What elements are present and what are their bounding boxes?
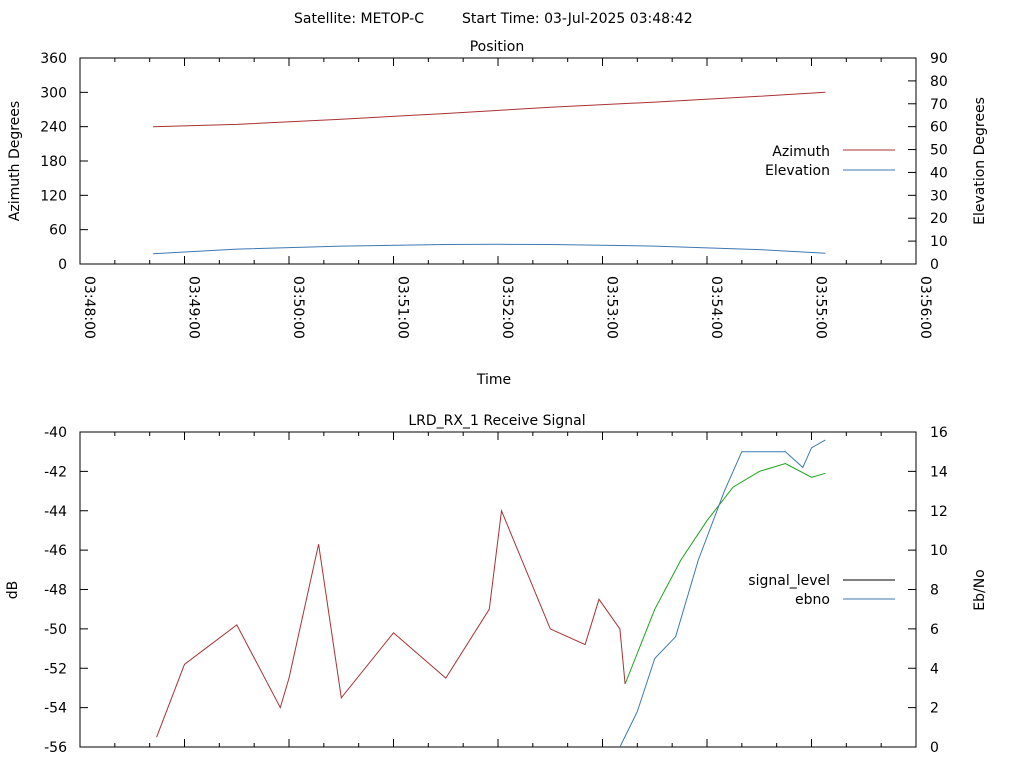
signal-level-line (156, 508, 626, 738)
y2-tick-label: 70 (930, 97, 948, 113)
y2-tick-label: 12 (930, 504, 948, 520)
y2-tick-label: 0 (930, 740, 939, 756)
y-tick-label: 240 (40, 120, 67, 136)
position-x-label: Time (476, 372, 511, 388)
y-tick-label: -52 (44, 661, 67, 677)
position-y-axis: 0 60 120 180 240 300 360 (40, 51, 88, 273)
y-tick-label: -48 (44, 583, 67, 599)
y-tick-label: 0 (58, 257, 67, 273)
y2-tick-label: 40 (930, 165, 948, 181)
position-series (153, 91, 826, 255)
y-tick-label: 60 (49, 223, 67, 239)
x-tick-label: 03:49:00 (186, 276, 202, 339)
x-tick-label: 03:56:00 (917, 276, 933, 339)
y2-tick-label: 4 (930, 661, 939, 677)
y2-tick-label: 8 (930, 583, 939, 599)
x-tick-label: 03:54:00 (708, 276, 724, 339)
y-tick-label: -56 (44, 740, 67, 756)
x-tick-label: 03:53:00 (604, 276, 620, 339)
signal-title: LRD_RX_1 Receive Signal (408, 413, 585, 429)
y2-tick-label: 0 (930, 257, 939, 273)
azimuth-line (153, 91, 826, 128)
signal-plot-frame (79, 431, 917, 748)
position-y2-label: Elevation Degrees (972, 97, 988, 225)
y2-tick-label: 2 (930, 701, 939, 717)
position-chart: Position 0 60 120 180 240 300 360 0 10 20 30 40 50 6… (7, 39, 988, 388)
y2-tick-label: 20 (930, 211, 948, 227)
satellite-label: Satellite: METOP-C (294, 11, 424, 27)
y-tick-label: -44 (44, 504, 67, 520)
legend-ebno-label: ebno (795, 592, 830, 608)
y2-tick-label: 80 (930, 74, 948, 90)
y2-tick-label: 14 (930, 464, 948, 480)
signal-level-lock-line (624, 462, 826, 685)
x-tick-label: 03:55:00 (813, 276, 829, 339)
y2-tick-label: 10 (930, 543, 948, 559)
y2-tick-label: 16 (930, 425, 948, 441)
legend-signal-level-label: signal_level (748, 573, 830, 589)
y-tick-label: 360 (40, 51, 67, 67)
signal-legend: signal_level ebno (748, 573, 895, 608)
signal-y2-label: Eb/No (972, 569, 988, 611)
position-y2-axis: 0 10 20 30 40 50 60 70 80 90 (908, 51, 948, 273)
y2-tick-label: 90 (930, 51, 948, 67)
legend-elevation-label: Elevation (765, 163, 830, 179)
x-tick-label: 03:52:00 (499, 276, 515, 339)
y-tick-label: -50 (44, 622, 67, 638)
y-tick-label: -54 (44, 701, 67, 717)
y2-tick-label: 30 (930, 188, 948, 204)
y-tick-label: -42 (44, 464, 67, 480)
position-y-label: Azimuth Degrees (7, 101, 23, 221)
x-tick-label: 03:48:00 (81, 276, 97, 339)
x-tick-label: 03:50:00 (290, 276, 306, 339)
signal-y-axis: -56 -54 -52 -50 -48 -46 -44 -42 -40 (44, 425, 88, 756)
signal-y-label: dB (5, 581, 21, 600)
elevation-line (153, 243, 826, 255)
x-tick-label: 03:51:00 (395, 276, 411, 339)
y-tick-label: 180 (40, 154, 67, 170)
y2-tick-label: 50 (930, 143, 948, 159)
signal-series (156, 439, 826, 748)
ebno-line (619, 439, 826, 748)
y-tick-label: 300 (40, 85, 67, 101)
position-title: Position (470, 39, 525, 55)
legend-azimuth-label: Azimuth (772, 144, 830, 160)
y2-tick-label: 10 (930, 234, 948, 250)
y2-tick-label: 60 (930, 120, 948, 136)
y-tick-label: -46 (44, 543, 67, 559)
y-tick-label: -40 (44, 425, 67, 441)
y-tick-label: 120 (40, 188, 67, 204)
y2-tick-label: 6 (930, 622, 939, 638)
signal-chart: LRD_RX_1 Receive Signal -56-54-52-50-48-… (5, 413, 988, 756)
signal-y2-axis: 0 2 4 6 8 10 12 14 16 (908, 425, 948, 756)
position-x-axis: 03:48:00 03:49:00 03:50:00 03:51:00 03:52:00… (79, 58, 933, 339)
position-plot-frame (79, 57, 917, 265)
start-time-label: Start Time: 03-Jul-2025 03:48:42 (462, 11, 693, 27)
position-legend: Azimuth Elevation (765, 144, 895, 179)
signal-x-axis (79, 432, 917, 747)
